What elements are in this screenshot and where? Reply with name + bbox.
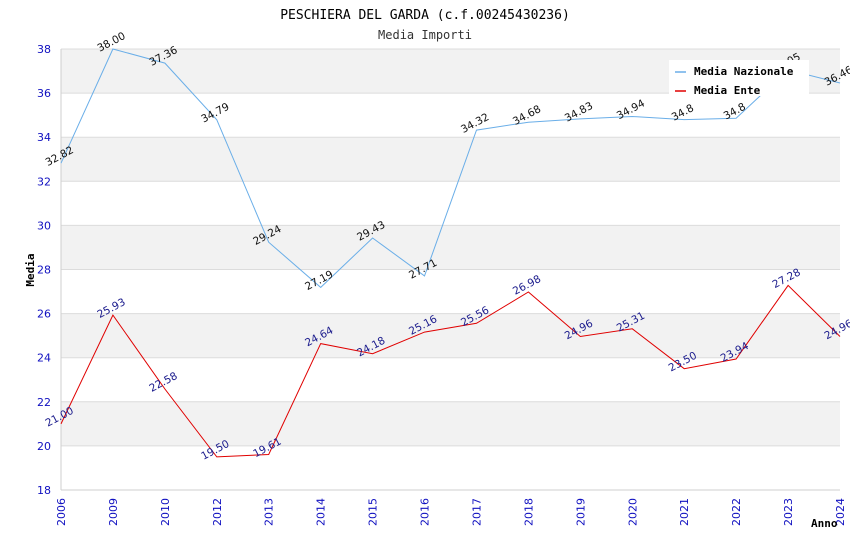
axes xyxy=(60,49,840,491)
legend-background xyxy=(669,60,809,96)
data-label-nazionale: 34.8 xyxy=(670,102,696,124)
x-tick-label: 2020 xyxy=(626,498,639,526)
data-label-nazionale: 34.8 xyxy=(722,101,748,123)
x-tick-label: 2015 xyxy=(367,498,380,526)
y-tick-labels: 18 20 22 24 26 28 30 32 34 36 38 xyxy=(37,43,51,497)
y-tick-label: 32 xyxy=(37,175,51,188)
plot-band xyxy=(61,401,840,446)
data-label-nazionale: 34.94 xyxy=(615,97,647,122)
legend-label-nazionale: Media Nazionale xyxy=(694,65,794,78)
y-tick-label: 22 xyxy=(37,396,51,409)
x-tick-label: 2009 xyxy=(107,498,120,526)
legend-label-ente: Media Ente xyxy=(694,84,761,97)
data-label-nazionale: 34.32 xyxy=(459,111,491,136)
x-tick-label: 2024 xyxy=(834,498,847,526)
y-tick-label: 26 xyxy=(37,308,51,321)
y-tick-label: 34 xyxy=(37,131,51,144)
data-label-nazionale: 34.68 xyxy=(511,103,543,128)
series-line-nazionale xyxy=(60,48,841,289)
data-label-nazionale: 34.79 xyxy=(199,101,231,126)
series-lines xyxy=(60,48,841,458)
y-tick-label: 38 xyxy=(37,43,51,56)
x-tick-label: 2018 xyxy=(522,498,535,526)
x-tick-label: 2010 xyxy=(159,498,172,526)
x-tick-labels: 2006 2009 2010 2012 2013 2014 2015 2016 2017 2018… xyxy=(55,498,847,526)
y-tick-label: 36 xyxy=(37,87,51,100)
chart-title: PESCHIERA DEL GARDA (c.f.00245430236) xyxy=(280,8,570,23)
x-tick-label: 2017 xyxy=(470,498,483,526)
x-tick-label: 2013 xyxy=(263,498,276,526)
x-tick-label: 2022 xyxy=(730,498,743,526)
y-tick-label: 20 xyxy=(37,440,51,453)
y-tick-label: 18 xyxy=(37,484,51,497)
y-tick-label: 30 xyxy=(37,219,51,232)
y-tick-label: 24 xyxy=(37,352,51,365)
x-tick-label: 2016 xyxy=(419,498,432,526)
plot-band xyxy=(61,225,840,270)
x-axis-title: Anno xyxy=(811,517,838,530)
x-tick-label: 2021 xyxy=(678,498,691,526)
y-axis-title: Media xyxy=(24,253,37,286)
data-label-ente: 22.58 xyxy=(147,370,179,395)
plot-band xyxy=(61,137,840,182)
x-tick-label: 2006 xyxy=(55,498,68,526)
series-line-ente xyxy=(60,284,841,458)
plot-band xyxy=(61,313,840,358)
y-tick-label: 28 xyxy=(37,264,51,277)
x-tick-label: 2019 xyxy=(574,498,587,526)
x-tick-label: 2014 xyxy=(315,498,328,526)
gridlines xyxy=(61,48,840,491)
x-tick-label: 2023 xyxy=(782,498,795,526)
data-label-ente: 26.98 xyxy=(511,273,543,298)
x-tick-label: 2012 xyxy=(211,498,224,526)
data-label-nazionale: 27.19 xyxy=(303,268,335,293)
legend: Media Nazionale Media Ente xyxy=(669,60,809,97)
plot-bands xyxy=(61,49,840,446)
data-label-nazionale: 34.83 xyxy=(563,100,595,125)
chart-subtitle: Media Importi xyxy=(378,28,472,42)
